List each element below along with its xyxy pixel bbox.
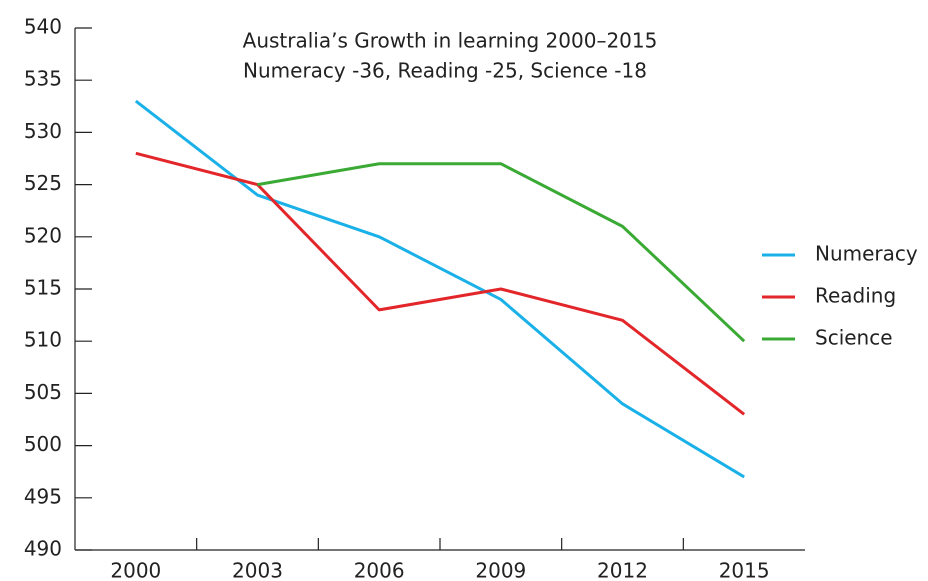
y-tick-label: 530 xyxy=(24,119,62,143)
y-tick-label: 540 xyxy=(24,15,62,39)
series-line xyxy=(257,162,746,343)
legend-label: Numeracy xyxy=(815,242,918,266)
series-line xyxy=(134,99,745,479)
x-tick-label: 2015 xyxy=(719,559,770,581)
chart-subtitle: Numeracy -36, Reading -25, Science -18 xyxy=(243,59,647,83)
x-tick-label: 2000 xyxy=(110,559,161,581)
y-tick-label: 525 xyxy=(24,171,62,195)
legend-label: Reading xyxy=(815,284,896,308)
y-tick-label: 495 xyxy=(24,484,62,508)
y-tick-label: 510 xyxy=(24,328,62,352)
x-tick-label: 2003 xyxy=(232,559,283,581)
x-tick-label: 2009 xyxy=(475,559,526,581)
y-tick-label: 535 xyxy=(24,67,62,91)
x-tick-label: 2012 xyxy=(597,559,648,581)
y-tick-label: 515 xyxy=(24,276,62,300)
y-tick-label: 505 xyxy=(24,380,62,404)
y-tick-label: 490 xyxy=(24,537,62,561)
y-tick-label: 520 xyxy=(24,223,62,247)
x-tick-label: 2006 xyxy=(354,559,405,581)
y-tick-label: 500 xyxy=(24,432,62,456)
chart-title: Australia’s Growth in learning 2000–2015 xyxy=(243,29,658,53)
legend-label: Science xyxy=(815,326,893,350)
series-line xyxy=(135,151,746,416)
